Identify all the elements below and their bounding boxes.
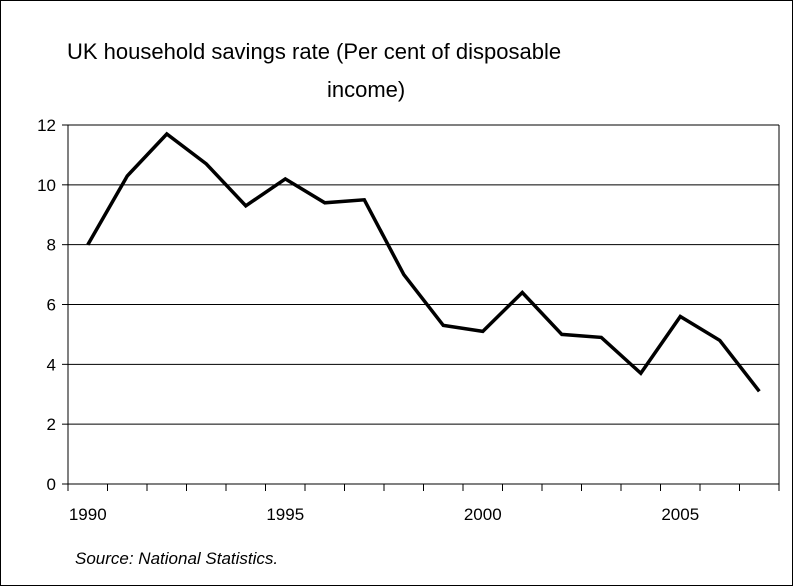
- y-tick-label-6: 6: [47, 296, 56, 315]
- source-note: Source: National Statistics.: [75, 549, 279, 568]
- tick-labels: 0 2 4 6 8 10 12 1990 1995 2000 2005: [37, 116, 699, 524]
- x-tick-label-2000: 2000: [464, 505, 502, 524]
- gridlines: [68, 124, 779, 425]
- axes: [62, 124, 780, 491]
- y-tick-label-10: 10: [37, 176, 56, 195]
- x-tick-label-2005: 2005: [661, 505, 699, 524]
- x-tick-label-1995: 1995: [266, 505, 304, 524]
- y-tick-label-12: 12: [37, 116, 56, 135]
- y-tick-label-4: 4: [47, 355, 56, 374]
- y-tick-label-8: 8: [47, 236, 56, 255]
- chart-title: UK household savings rate (Per cent of d…: [67, 39, 562, 64]
- y-tick-label-0: 0: [47, 475, 56, 494]
- chart-title-continued: income): [327, 77, 406, 102]
- series-line-0: [86, 131, 761, 393]
- data-series: [86, 131, 761, 393]
- x-tick-label-1990: 1990: [69, 505, 107, 524]
- y-tick-label-2: 2: [47, 415, 56, 434]
